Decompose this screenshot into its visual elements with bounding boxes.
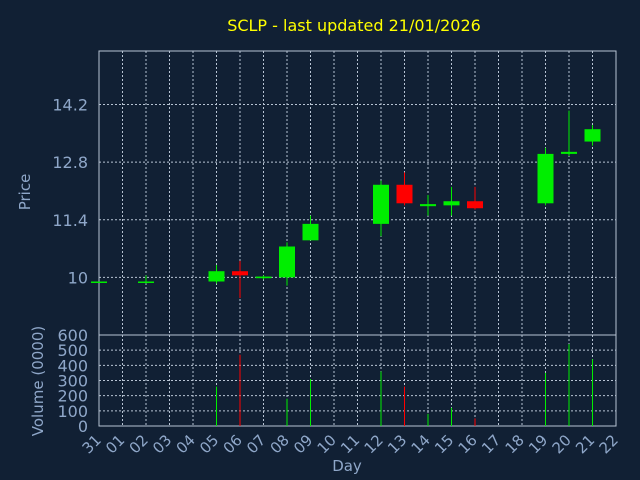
volume-axis-label: Volume (0000) bbox=[29, 326, 47, 436]
x-axis: 3101020304050607080910111213141516171819… bbox=[79, 431, 622, 457]
volume-tick-label: 400 bbox=[57, 356, 88, 375]
candle-body-up bbox=[561, 151, 577, 154]
candle-body-up bbox=[537, 153, 554, 204]
candle-body-up bbox=[302, 223, 319, 241]
volume-tick-label: 500 bbox=[57, 341, 88, 360]
volume-tick-label: 300 bbox=[57, 372, 88, 391]
candle-body-up bbox=[255, 276, 272, 279]
volume-tick-label: 200 bbox=[57, 387, 88, 406]
price-tick-label: 14.2 bbox=[52, 96, 88, 115]
price-tick-label: 10 bbox=[68, 268, 88, 287]
candle-body-down bbox=[232, 271, 248, 276]
candle-body-up bbox=[138, 281, 154, 283]
candle-body-down bbox=[467, 201, 483, 209]
chart-title: SCLP - last updated 21/01/2026 bbox=[227, 16, 481, 35]
candle-body-up bbox=[443, 201, 460, 206]
candle-body-up bbox=[208, 271, 225, 282]
price-panel: 10 11.4 12.8 14.2 bbox=[52, 50, 617, 336]
volume-tick-label: 0 bbox=[78, 417, 88, 436]
x-axis-label: Day bbox=[332, 457, 362, 475]
price-axis-label: Price bbox=[16, 174, 34, 211]
volume-tick-label: 100 bbox=[57, 402, 88, 421]
candle-body-up bbox=[420, 204, 436, 207]
price-tick-label: 12.8 bbox=[52, 153, 88, 172]
candle-body-down bbox=[396, 184, 413, 204]
candle-body-up bbox=[584, 129, 601, 142]
candle-body-up bbox=[91, 281, 107, 283]
candle-body-up bbox=[279, 246, 295, 278]
candle-body-up bbox=[373, 184, 389, 224]
price-tick-label: 11.4 bbox=[52, 211, 88, 230]
volume-tick-label: 600 bbox=[57, 326, 88, 345]
